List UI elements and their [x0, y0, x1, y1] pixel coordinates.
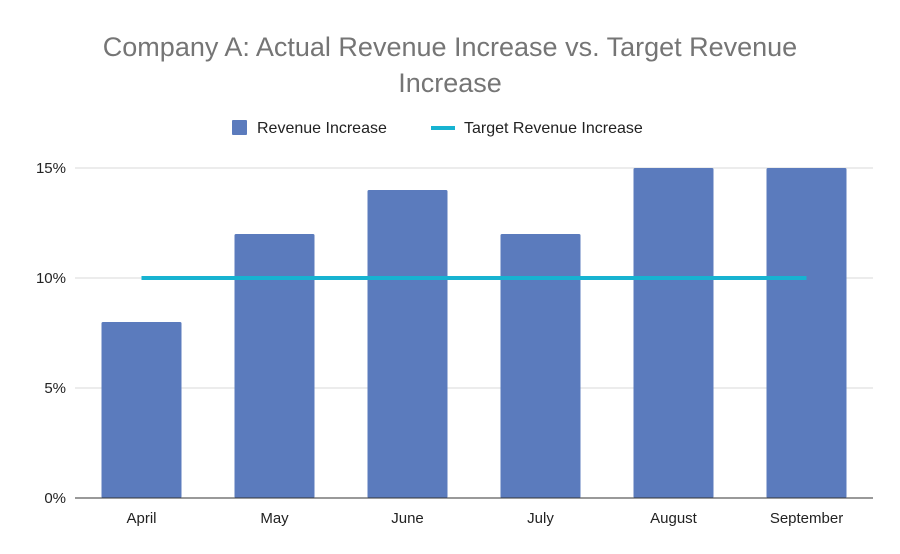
legend-label-revenue-increase: Revenue Increase [257, 120, 387, 137]
bar-june [367, 190, 448, 498]
chart-title-line-2: Increase [398, 68, 502, 98]
x-tick-label-august: August [650, 510, 698, 527]
x-tick-label-september: September [770, 510, 843, 527]
legend-label-target-revenue-increase: Target Revenue Increase [464, 120, 643, 137]
x-axis-tick-labels: April May June July August September [126, 510, 843, 527]
x-tick-label-june: June [391, 510, 424, 527]
bar-september [766, 168, 847, 498]
legend-swatch-revenue-increase [232, 120, 247, 135]
y-axis-tick-labels: 0% 5% 10% 15% [36, 160, 66, 507]
x-tick-label-april: April [126, 510, 156, 527]
legend: Revenue Increase Target Revenue Increase [232, 120, 643, 137]
y-tick-label: 0% [44, 490, 66, 507]
bar-april [101, 322, 182, 498]
y-tick-label: 5% [44, 380, 66, 397]
bar-july [500, 234, 581, 498]
y-tick-label: 15% [36, 160, 66, 177]
x-tick-label-may: May [260, 510, 289, 527]
chart-title-line-1: Company A: Actual Revenue Increase vs. T… [103, 32, 797, 62]
y-tick-label: 10% [36, 270, 66, 287]
gridlines [75, 167, 873, 499]
x-tick-label-july: July [527, 510, 554, 527]
bars [75, 168, 873, 499]
bar-august [633, 168, 714, 498]
bar-may [234, 234, 315, 498]
